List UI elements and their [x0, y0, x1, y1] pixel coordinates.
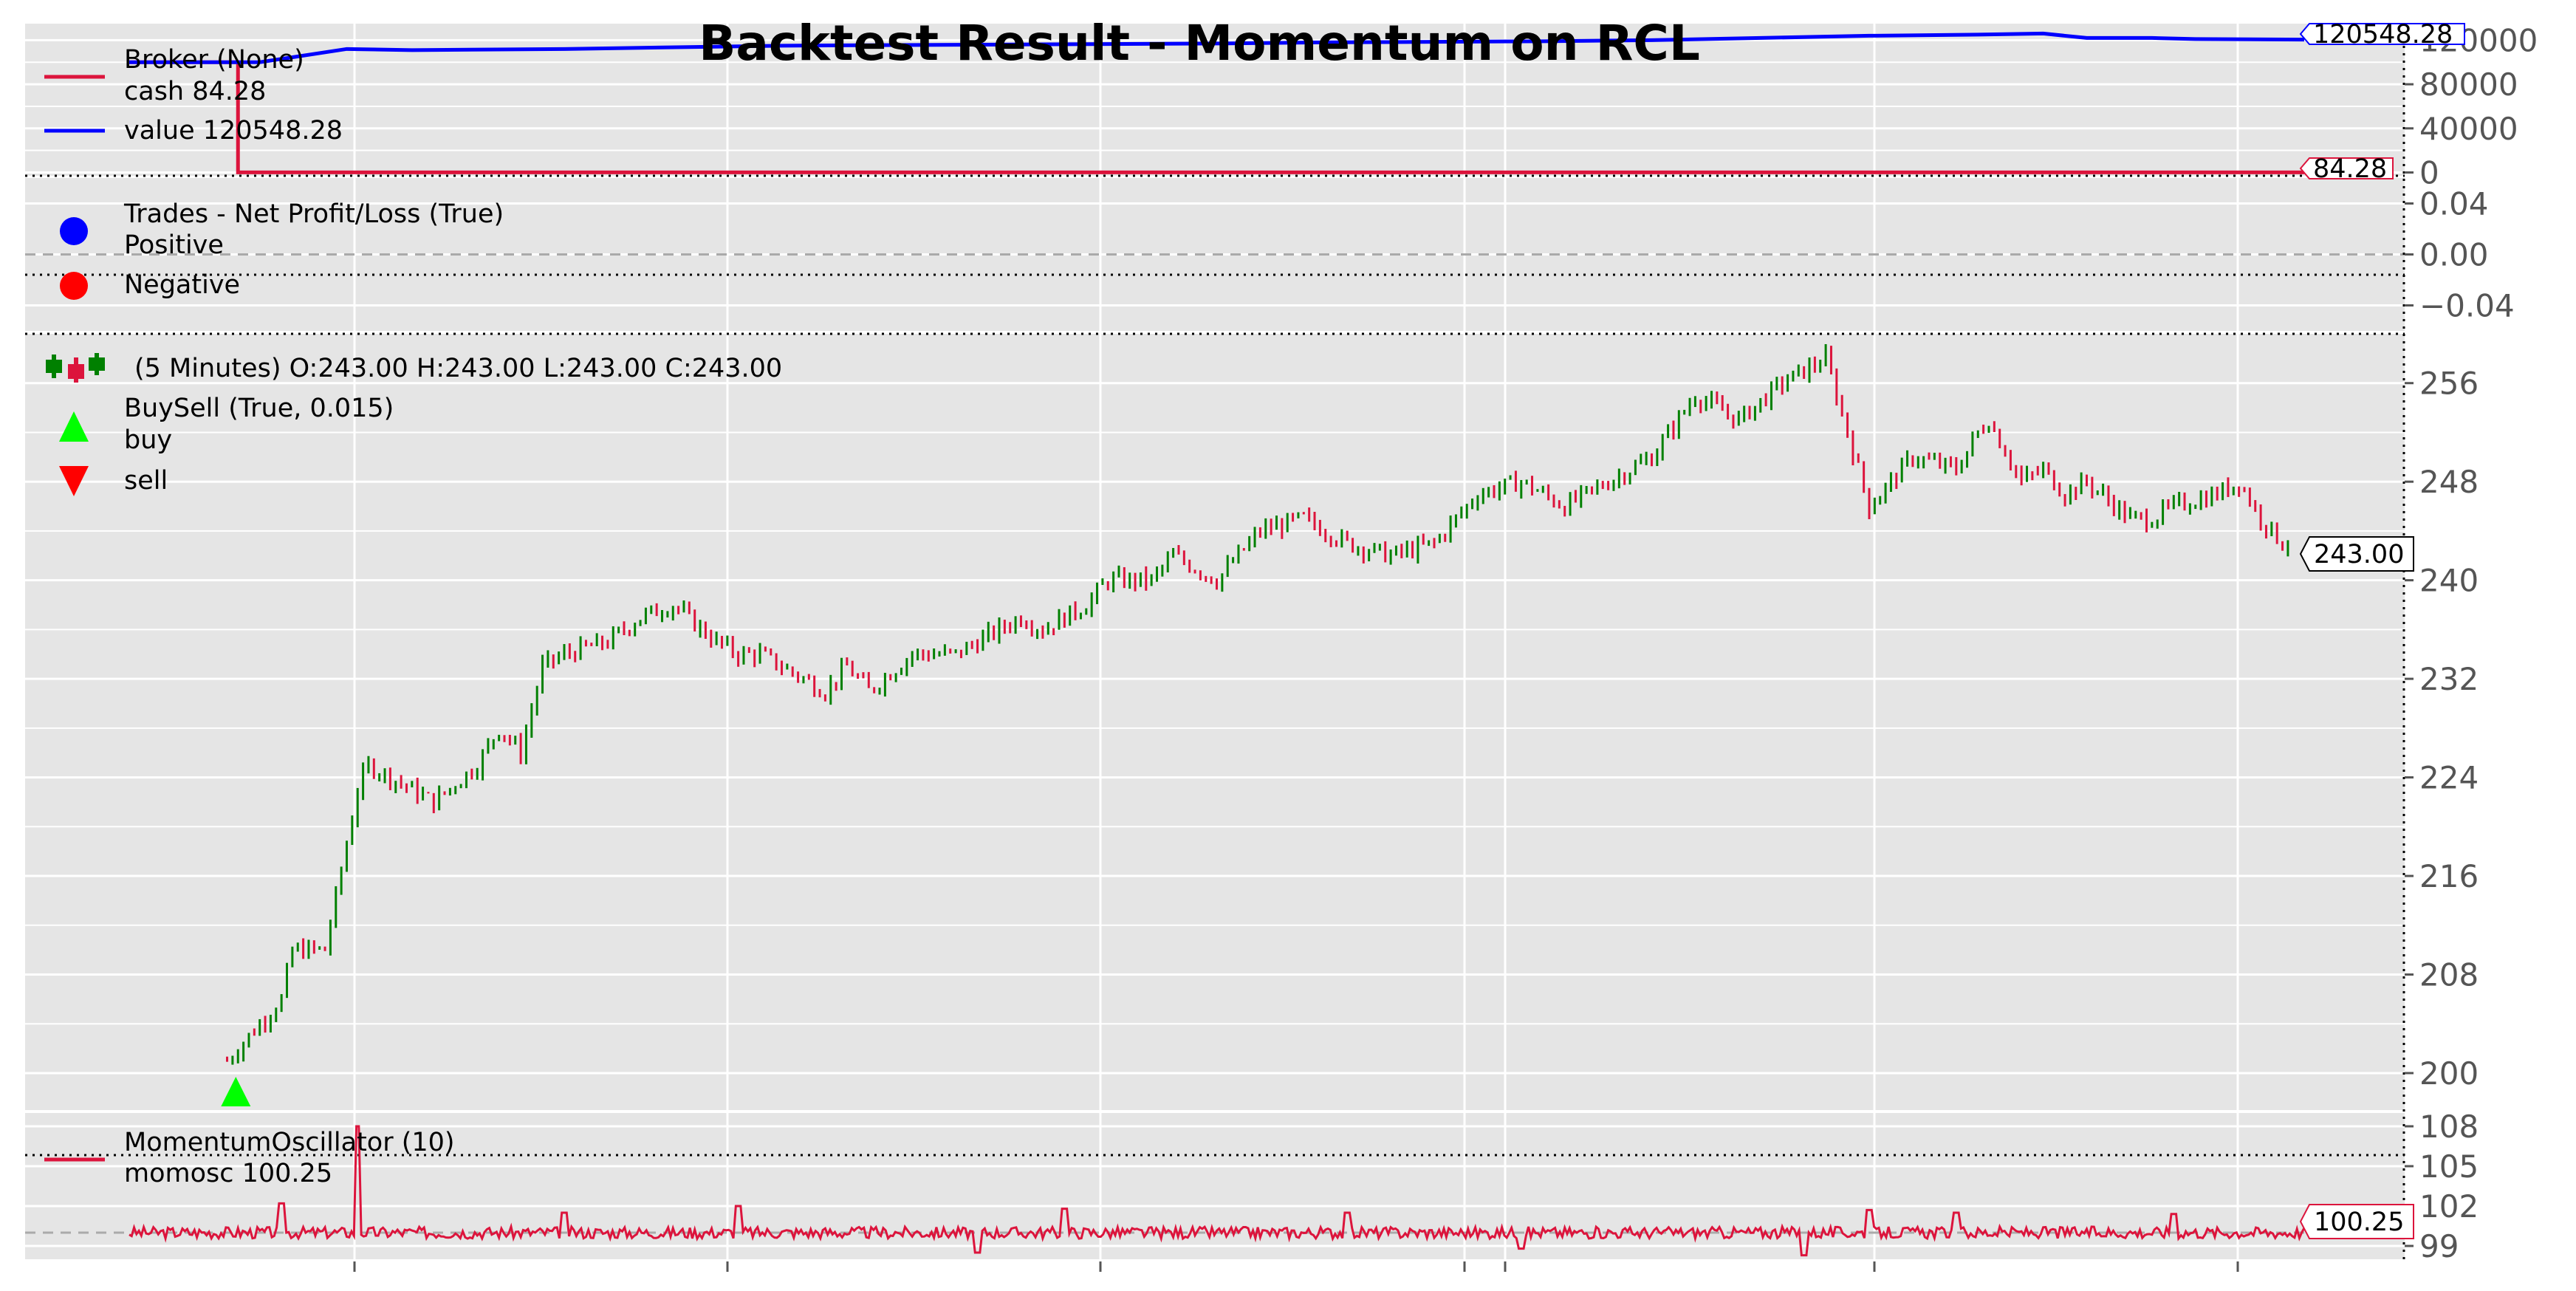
series-layer	[129, 31, 2306, 1257]
y-tick-label: 102	[2419, 1188, 2479, 1225]
price-panel	[25, 334, 2405, 1110]
price-legend: (5 Minutes) O:243.00 H:243.00 L:243.00 C…	[46, 353, 782, 496]
positive-legend-label: Positive	[124, 230, 224, 260]
panel-separators	[25, 24, 2405, 1259]
positive-legend-marker	[60, 217, 88, 245]
axis-ticks: 040000800001200000.040.00−0.042002082162…	[353, 22, 2538, 1272]
value-legend-label: value 120548.28	[124, 116, 343, 145]
y-tick-label: 40000	[2419, 111, 2518, 147]
ohlc-legend-label: (5 Minutes) O:243.00 H:243.00 L:243.00 C…	[134, 354, 782, 383]
sell-legend-marker	[59, 466, 89, 496]
y-tick-label: 0	[2419, 155, 2439, 191]
y-tick-label: 105	[2419, 1148, 2479, 1185]
buy-legend-label: buy	[124, 425, 172, 455]
negative-legend-label: Negative	[124, 270, 240, 300]
y-tick-label: 99	[2419, 1228, 2459, 1264]
y-tick-label: 232	[2419, 661, 2479, 697]
y-tick-label: 200	[2419, 1055, 2479, 1092]
candles	[226, 343, 2289, 1065]
buy-legend-marker	[59, 411, 89, 442]
cash-legend-label: cash 84.28	[124, 77, 266, 106]
broker-legend: Broker (None) cash 84.28 value 120548.28	[44, 45, 343, 145]
y-tick-label: 248	[2419, 464, 2479, 500]
trades-legend: Trades - Net Profit/Loss (True) Positive…	[60, 199, 504, 300]
broker-legend-title: Broker (None)	[124, 45, 304, 75]
momentum-legend: MomentumOscillator (10) momosc 100.25	[44, 1128, 455, 1188]
momosc-line	[129, 1125, 2306, 1257]
y-tick-label: 80000	[2419, 66, 2518, 103]
value-last-tag-text: 120548.28	[2313, 20, 2453, 49]
momentum-last-tag: 100.25	[2299, 1204, 2414, 1239]
buysell-legend-title: BuySell (True, 0.015)	[124, 394, 394, 423]
negative-legend-marker	[60, 272, 88, 300]
y-tick-label: 216	[2419, 858, 2479, 894]
y-tick-label: 240	[2419, 563, 2479, 599]
buy-marker	[221, 1076, 251, 1106]
price-last-tag: 243.00	[2299, 536, 2414, 572]
y-tick-label: 208	[2419, 956, 2479, 993]
candlestick-legend-icon	[46, 353, 105, 383]
cash-last-tag: 84.28	[2299, 154, 2394, 184]
momentum-last-tag-text: 100.25	[2314, 1208, 2404, 1237]
chart-title: Backtest Result - Momentum on RCL	[699, 15, 1700, 72]
y-tick-label: 0.00	[2419, 237, 2489, 273]
value-last-tag: 120548.28	[2299, 20, 2465, 49]
sell-legend-label: sell	[124, 466, 168, 496]
y-tick-label: 108	[2419, 1109, 2479, 1145]
price-last-tag-text: 243.00	[2314, 540, 2404, 569]
value-line	[129, 31, 2305, 64]
momosc-legend-label: momosc 100.25	[124, 1159, 332, 1188]
y-tick-label: 0.04	[2419, 186, 2489, 222]
trades-legend-title: Trades - Net Profit/Loss (True)	[123, 199, 504, 229]
y-tick-label: 224	[2419, 760, 2479, 796]
y-tick-label: −0.04	[2419, 288, 2515, 324]
cash-last-tag-text: 84.28	[2313, 154, 2387, 184]
momentum-legend-title: MomentumOscillator (10)	[124, 1128, 455, 1157]
y-tick-label: 256	[2419, 366, 2479, 402]
